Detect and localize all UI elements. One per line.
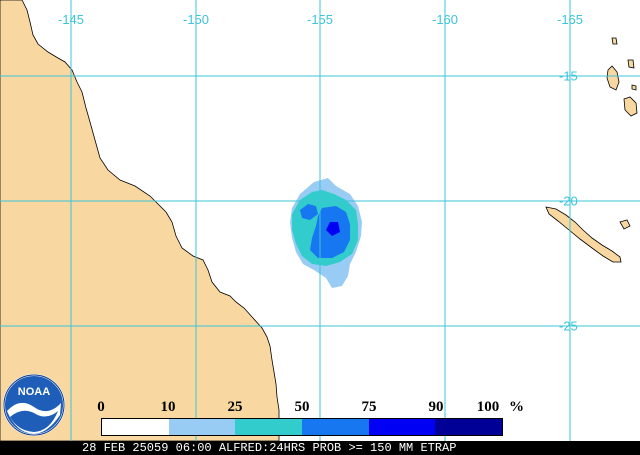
probability-field [290,178,362,288]
legend-swatch-50-75 [302,419,369,435]
graticule [0,0,640,441]
prob-75-90-spot [326,222,340,236]
legend-swatch-75-90 [368,419,436,435]
legend-unit: % [509,399,524,415]
legend-tick-labels: 0 10 25 50 75 90 100 [0,399,640,417]
vanuatu-island-4 [631,84,637,91]
noaa-logo: NOAA [3,374,65,436]
caption-text: 28 FEB 25059 06:00 ALFRED:24HRS PROB >= … [82,441,457,455]
australia-landmass [0,0,280,442]
new-caledonia-island [545,206,622,263]
longitude-label-150: -150 [182,12,210,27]
vanuatu-island-2 [623,96,638,117]
latitude-label-15: -15 [559,68,578,84]
longitude-label-165: -165 [556,12,584,27]
legend-swatch-90-100 [435,419,503,435]
caption-bar: 28 FEB 25059 06:00 ALFRED:24HRS PROB >= … [0,441,640,455]
loyalty-islands [619,219,631,230]
legend-swatch-25-50 [235,419,303,435]
latitude-label-20: -20 [559,193,578,209]
legend-tick-100: 100 [476,399,500,415]
vanuatu-island-1 [606,65,620,91]
legend-tick-10: 10 [160,399,176,415]
legend-tick-75: 75 [361,399,377,415]
vanuatu-island-3 [627,59,635,69]
legend-tick-50: 50 [294,399,310,415]
color-scale-bar [101,418,503,436]
legend-swatch-10-25 [168,419,236,435]
longitude-label-160: -160 [431,12,459,27]
legend-swatch-0-10 [102,419,169,435]
vanuatu-island-5 [611,37,618,45]
latitude-label-25: -25 [559,318,578,334]
prob-50-75-spot [300,204,318,220]
longitude-label-145: -145 [57,12,85,27]
longitude-label-155: -155 [306,12,334,27]
legend-tick-90: 90 [428,399,444,415]
legend-tick-25: 25 [227,399,243,415]
noaa-logo-text: NOAA [18,386,50,398]
legend-tick-0: 0 [97,399,105,415]
